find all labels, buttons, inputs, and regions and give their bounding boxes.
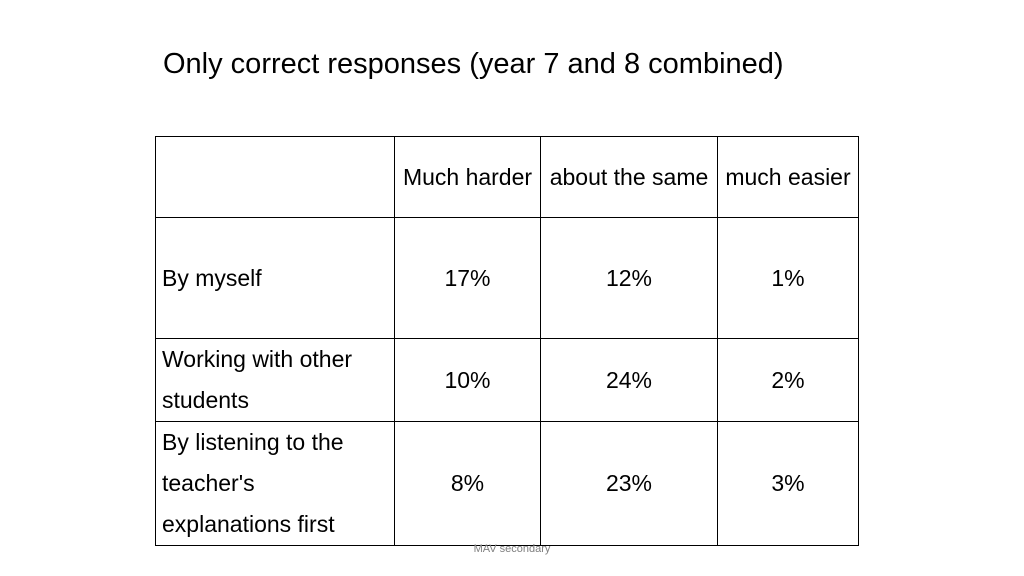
table-cell: 24%	[540, 338, 718, 422]
table-row: By listening to the teacher's explanatio…	[155, 421, 859, 546]
table-row: Working with other students 10% 24% 2%	[155, 338, 859, 422]
header-cell-empty	[155, 136, 395, 218]
table-cell: 1%	[717, 217, 859, 339]
header-cell-much-harder: Much harder	[394, 136, 541, 218]
table-header-row: Much harder about the same much easier	[155, 136, 859, 218]
row-label: Working with other students	[155, 338, 395, 422]
table-cell: 17%	[394, 217, 541, 339]
table-cell: 23%	[540, 421, 718, 546]
footer-text: MAV secondary	[473, 543, 551, 555]
header-cell-much-easier: much easier	[717, 136, 859, 218]
row-label: By listening to the teacher's explanatio…	[155, 421, 395, 546]
header-cell-about-the-same: about the same	[540, 136, 718, 218]
responses-table: Much harder about the same much easier B…	[155, 136, 859, 546]
table-cell: 2%	[717, 338, 859, 422]
page-title: Only correct responses (year 7 and 8 com…	[163, 48, 784, 80]
table-cell: 12%	[540, 217, 718, 339]
table-row: By myself 17% 12% 1%	[155, 217, 859, 339]
row-label: By myself	[155, 217, 395, 339]
table-cell: 8%	[394, 421, 541, 546]
table-cell: 10%	[394, 338, 541, 422]
table-cell: 3%	[717, 421, 859, 546]
